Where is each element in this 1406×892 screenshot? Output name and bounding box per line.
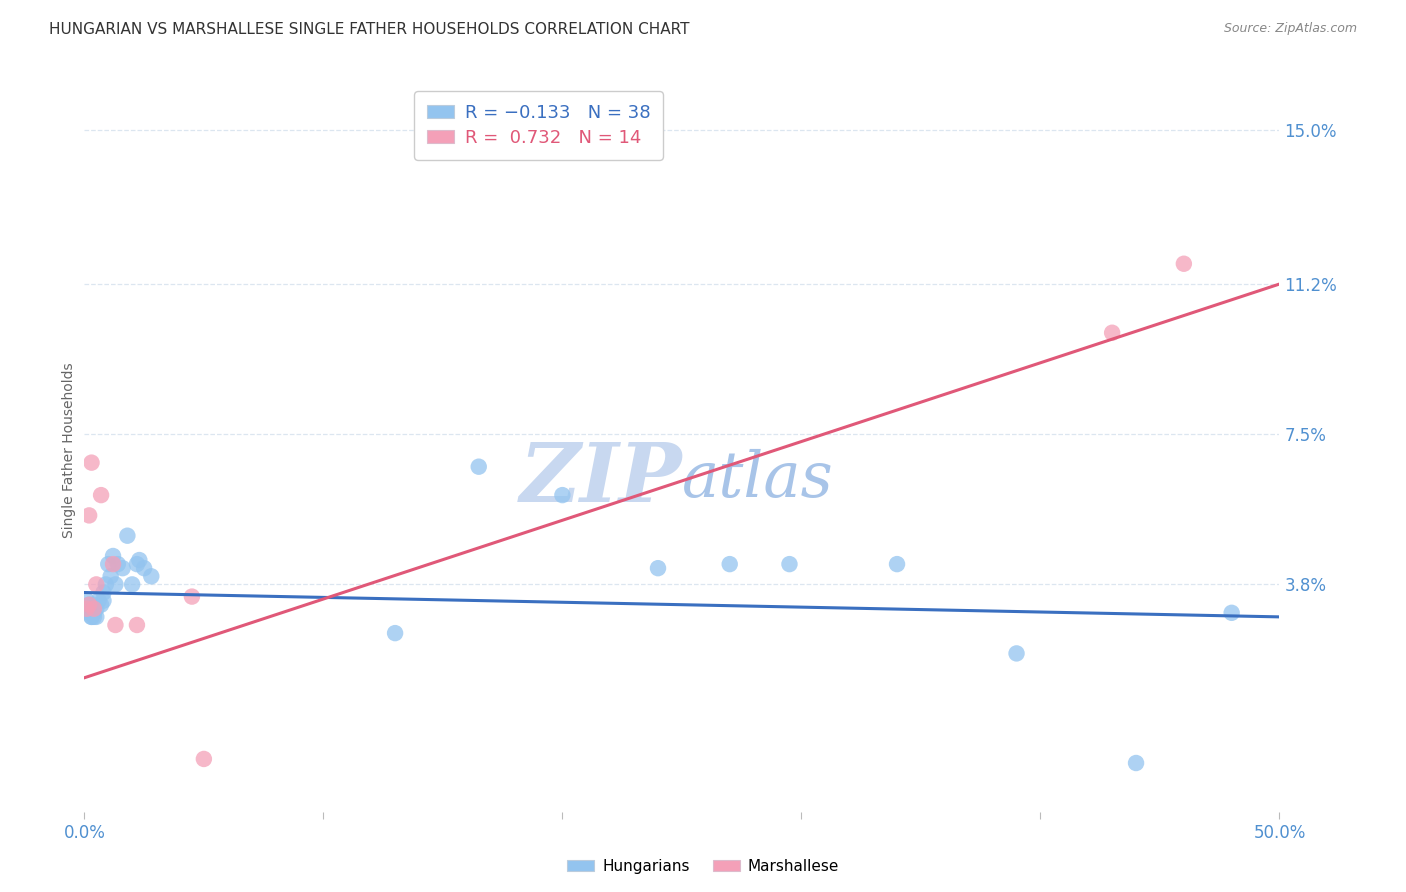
Point (1101, 326, 1123, 340)
Point (468, 459, 491, 474)
Point (97, 557, 120, 571)
Point (1173, 257, 1195, 271)
Point (83, 606, 105, 620)
Point (77, 598, 100, 612)
Text: Source: ZipAtlas.com: Source: ZipAtlas.com (1223, 22, 1357, 36)
Point (76, 593, 98, 607)
Point (111, 561, 134, 575)
Point (77, 598, 100, 612)
Point (107, 557, 129, 571)
Text: HUNGARIAN VS MARSHALLESE SINGLE FATHER HOUSEHOLDS CORRELATION CHART: HUNGARIAN VS MARSHALLESE SINGLE FATHER H… (49, 22, 690, 37)
Point (101, 549, 124, 563)
Point (779, 557, 801, 571)
Point (83, 610, 105, 624)
Point (86, 601, 108, 615)
Point (93, 593, 115, 607)
Point (141, 569, 163, 583)
Point (77, 508, 100, 523)
Point (125, 618, 148, 632)
Point (128, 553, 150, 567)
Point (647, 561, 669, 575)
Point (76, 601, 98, 615)
Point (93, 585, 115, 599)
Legend: R = −0.133   N = 38, R =  0.732   N = 14: R = −0.133 N = 38, R = 0.732 N = 14 (415, 91, 662, 160)
Text: atlas: atlas (682, 449, 834, 510)
Point (83, 598, 105, 612)
Point (181, 590, 204, 604)
Point (87, 593, 110, 607)
Point (1125, 756, 1147, 770)
Point (886, 557, 908, 571)
Point (86, 610, 108, 624)
Point (90, 488, 112, 502)
Point (384, 626, 406, 640)
Point (83, 601, 105, 615)
Point (132, 561, 156, 575)
Y-axis label: Single Father Households: Single Father Households (62, 363, 76, 538)
Point (86, 577, 108, 591)
Point (121, 577, 143, 591)
Point (77, 606, 100, 620)
Point (90, 598, 112, 612)
Point (94, 577, 117, 591)
Point (125, 557, 148, 571)
Text: ZIP: ZIP (519, 440, 682, 519)
Point (101, 557, 124, 571)
Point (80, 456, 103, 470)
Point (80, 601, 103, 615)
Point (104, 577, 127, 591)
Point (551, 488, 574, 502)
Point (104, 618, 127, 632)
Point (1005, 647, 1028, 661)
Point (117, 529, 139, 543)
Point (80, 610, 103, 624)
Point (193, 752, 215, 766)
Point (80, 610, 103, 624)
Point (100, 569, 122, 583)
Legend: Hungarians, Marshallese: Hungarians, Marshallese (561, 853, 845, 880)
Point (1220, 606, 1243, 620)
Point (718, 557, 741, 571)
